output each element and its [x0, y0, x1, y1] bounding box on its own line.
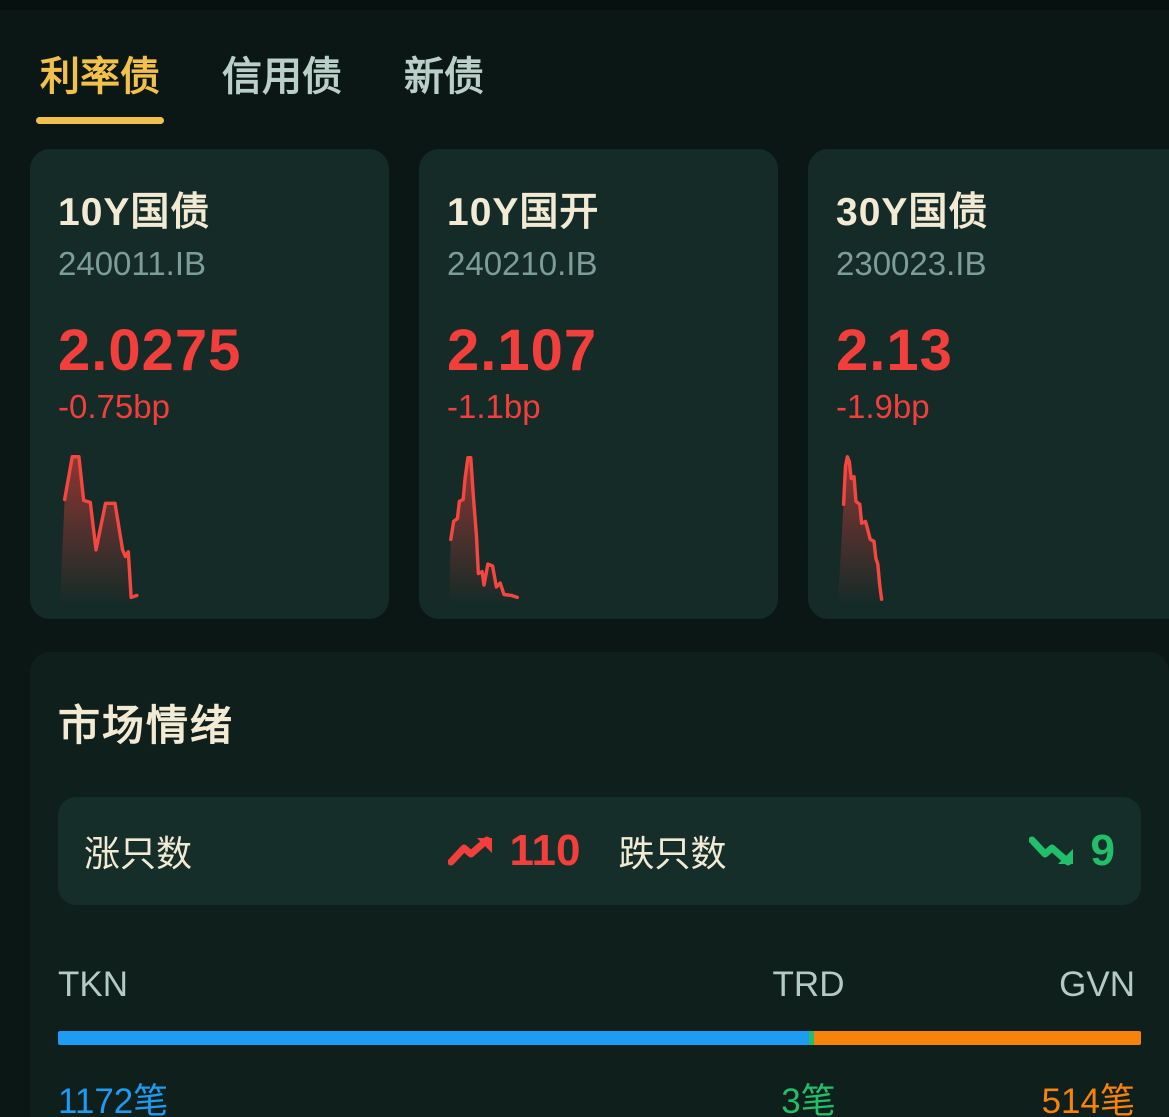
trending-up-icon [447, 836, 492, 866]
decliners-value: 9 [1028, 826, 1115, 876]
tab-bar: 利率债 信用债 新债 [36, 44, 1169, 124]
bond-name: 10Y国开 [447, 191, 600, 234]
tab-credit-bond[interactable]: 信用债 [222, 44, 342, 124]
decliners-count: 9 [1090, 826, 1115, 875]
quote-card-30y-treasury[interactable]: 30Y国债 230023.IB 2.13 -1.9bp [808, 149, 1169, 619]
decliners-row: 跌只数 9 [617, 825, 1116, 877]
trd-label: TRD [772, 965, 845, 1004]
bond-code: 240210.IB [447, 245, 598, 282]
distribution-labels: TKN TRD GVN [58, 965, 1141, 1011]
gvn-count: 514笔 [1041, 1082, 1135, 1117]
advancers-value: 110 [447, 826, 581, 876]
section-title: 市场情绪 [58, 702, 235, 749]
trade-distribution: TKN TRD GVN 1172笔 3笔 514笔 [58, 965, 1141, 1117]
gvn-label: GVN [1059, 965, 1135, 1004]
distribution-bar [58, 1031, 1141, 1045]
bond-change: -1.1bp [447, 388, 541, 425]
bond-yield: 2.13 [836, 318, 953, 383]
advancers-row: 涨只数 110 [84, 825, 617, 877]
status-bar-strip [0, 0, 1169, 10]
advancers-count: 110 [509, 826, 581, 875]
active-tab-underline [36, 117, 164, 124]
trending-down-icon [1028, 836, 1073, 866]
bond-code: 230023.IB [836, 245, 987, 282]
advancers-label: 涨只数 [84, 833, 193, 874]
sparkline-chart [837, 455, 884, 604]
bond-code: 240011.IB [58, 245, 207, 282]
tab-new-bond[interactable]: 新债 [404, 44, 484, 124]
sparkline-chart [59, 455, 139, 604]
bond-yield: 2.0275 [58, 318, 242, 383]
trd-count: 3笔 [781, 1082, 836, 1117]
tkn-count: 1172笔 [58, 1082, 169, 1117]
sparkline-chart [448, 455, 520, 604]
decliners-label: 跌只数 [618, 833, 727, 874]
quote-card-10y-cdb[interactable]: 10Y国开 240210.IB 2.107 -1.1bp [419, 149, 778, 619]
tab-label: 新债 [404, 55, 484, 99]
bond-change: -0.75bp [58, 388, 170, 425]
market-sentiment-section: 市场情绪 涨只数 110 跌只数 9 TKN [30, 652, 1169, 1117]
sentiment-panel: 涨只数 110 跌只数 9 [58, 797, 1141, 905]
distribution-counts: 1172笔 3笔 514笔 [58, 1073, 1141, 1117]
tab-rates-bond[interactable]: 利率债 [36, 44, 164, 124]
bond-yield: 2.107 [447, 318, 598, 383]
bond-name: 10Y国债 [58, 191, 211, 234]
quote-card-10y-treasury[interactable]: 10Y国债 240011.IB 2.0275 -0.75bp [30, 149, 389, 619]
tkn-label: TKN [58, 965, 128, 1004]
tab-label: 利率债 [40, 55, 160, 99]
bar-segment-gvn [813, 1031, 1141, 1045]
bar-segment-tkn [58, 1031, 809, 1045]
tab-label: 信用债 [222, 55, 342, 99]
quote-cards-row: 10Y国债 240011.IB 2.0275 -0.75bp 10Y国开 240… [30, 149, 1169, 619]
bond-change: -1.9bp [836, 388, 930, 425]
bar-segment-trd [808, 1031, 814, 1045]
bond-name: 30Y国债 [836, 191, 989, 234]
